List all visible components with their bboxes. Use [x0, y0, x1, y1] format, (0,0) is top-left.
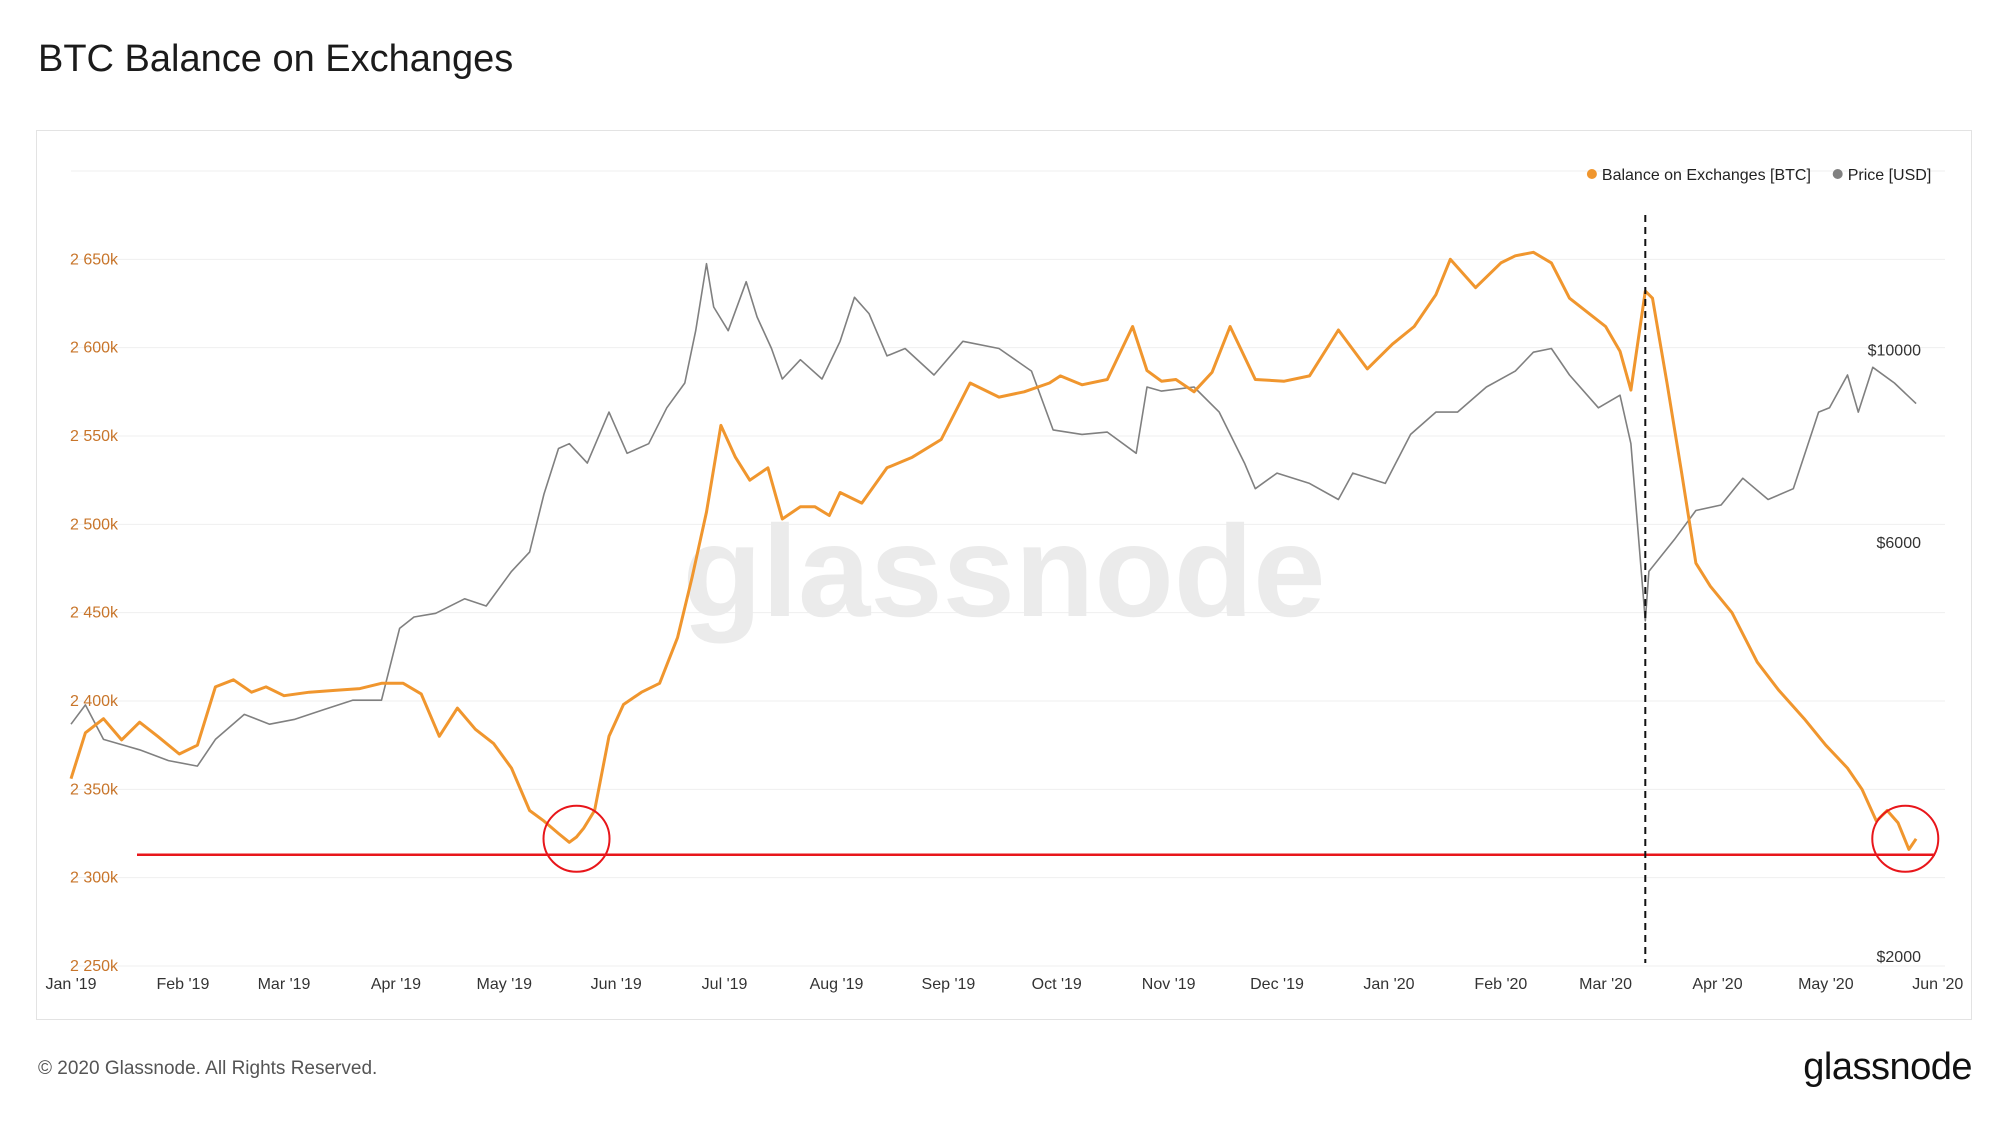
y-left-tick-label: 2 400k: [70, 693, 119, 710]
x-tick-label: Mar '20: [1579, 976, 1632, 993]
highlight-circle: [542, 804, 611, 873]
glassnode-logo: glassnode: [1803, 1046, 1972, 1088]
legend-label: Balance on Exchanges [BTC]: [1602, 167, 1811, 184]
x-tick-label: Oct '19: [1032, 976, 1082, 993]
x-tick-label: Jun '20: [1912, 976, 1963, 993]
x-tick-label: May '19: [477, 976, 533, 993]
y-left-tick-label: 2 350k: [70, 781, 119, 798]
y-right-tick-label: $6000: [1877, 535, 1922, 552]
x-tick-label: Dec '19: [1250, 976, 1304, 993]
y-left-tick-label: 2 450k: [70, 605, 119, 622]
x-tick-label: Apr '20: [1692, 976, 1742, 993]
x-tick-label: Feb '19: [156, 976, 209, 993]
watermark: glassnode: [683, 498, 1326, 644]
x-tick-label: Jan '19: [45, 976, 96, 993]
x-tick-label: Nov '19: [1142, 976, 1196, 993]
y-left-tick-label: 2 300k: [70, 870, 119, 887]
chart-panel: 2 250k 2 300k 2 350k 2 400k 2 450k 2 500k 2 55…: [36, 130, 1972, 1020]
legend-marker-price: [1832, 169, 1843, 179]
y-left-tick-label: 2 600k: [70, 340, 119, 357]
y-right-tick-label: $2000: [1877, 949, 1922, 966]
x-tick-label: Jan '20: [1363, 976, 1414, 993]
chart-title: BTC Balance on Exchanges: [38, 38, 514, 80]
balance-series-line: [69, 250, 1918, 851]
price-series-line: [70, 262, 1917, 767]
y-left-tick-label: 2 550k: [70, 428, 119, 445]
y-left-tick-label: 2 500k: [70, 516, 119, 533]
copyright-footer: © 2020 Glassnode. All Rights Reserved.: [38, 1058, 378, 1079]
x-tick-label: Jun '19: [591, 976, 642, 993]
highlight-circle: [1871, 804, 1940, 873]
x-tick-label: May '20: [1798, 976, 1854, 993]
x-tick-label: Apr '19: [371, 976, 421, 993]
legend-marker-balance: [1586, 169, 1597, 179]
x-tick-label: Sep '19: [922, 976, 976, 993]
legend-label: Price [USD]: [1848, 167, 1932, 184]
x-tick-label: Feb '20: [1474, 976, 1527, 993]
x-tick-label: Mar '19: [258, 976, 311, 993]
x-tick-label: Aug '19: [810, 976, 864, 993]
chart-svg: 2 250k 2 300k 2 350k 2 400k 2 450k 2 500k 2 55…: [45, 167, 1963, 993]
y-left-tick-label: 2 250k: [70, 958, 119, 975]
y-right-tick-label: $10000: [1868, 343, 1921, 360]
x-tick-label: Jul '19: [702, 976, 748, 993]
y-left-tick-label: 2 650k: [70, 251, 119, 268]
